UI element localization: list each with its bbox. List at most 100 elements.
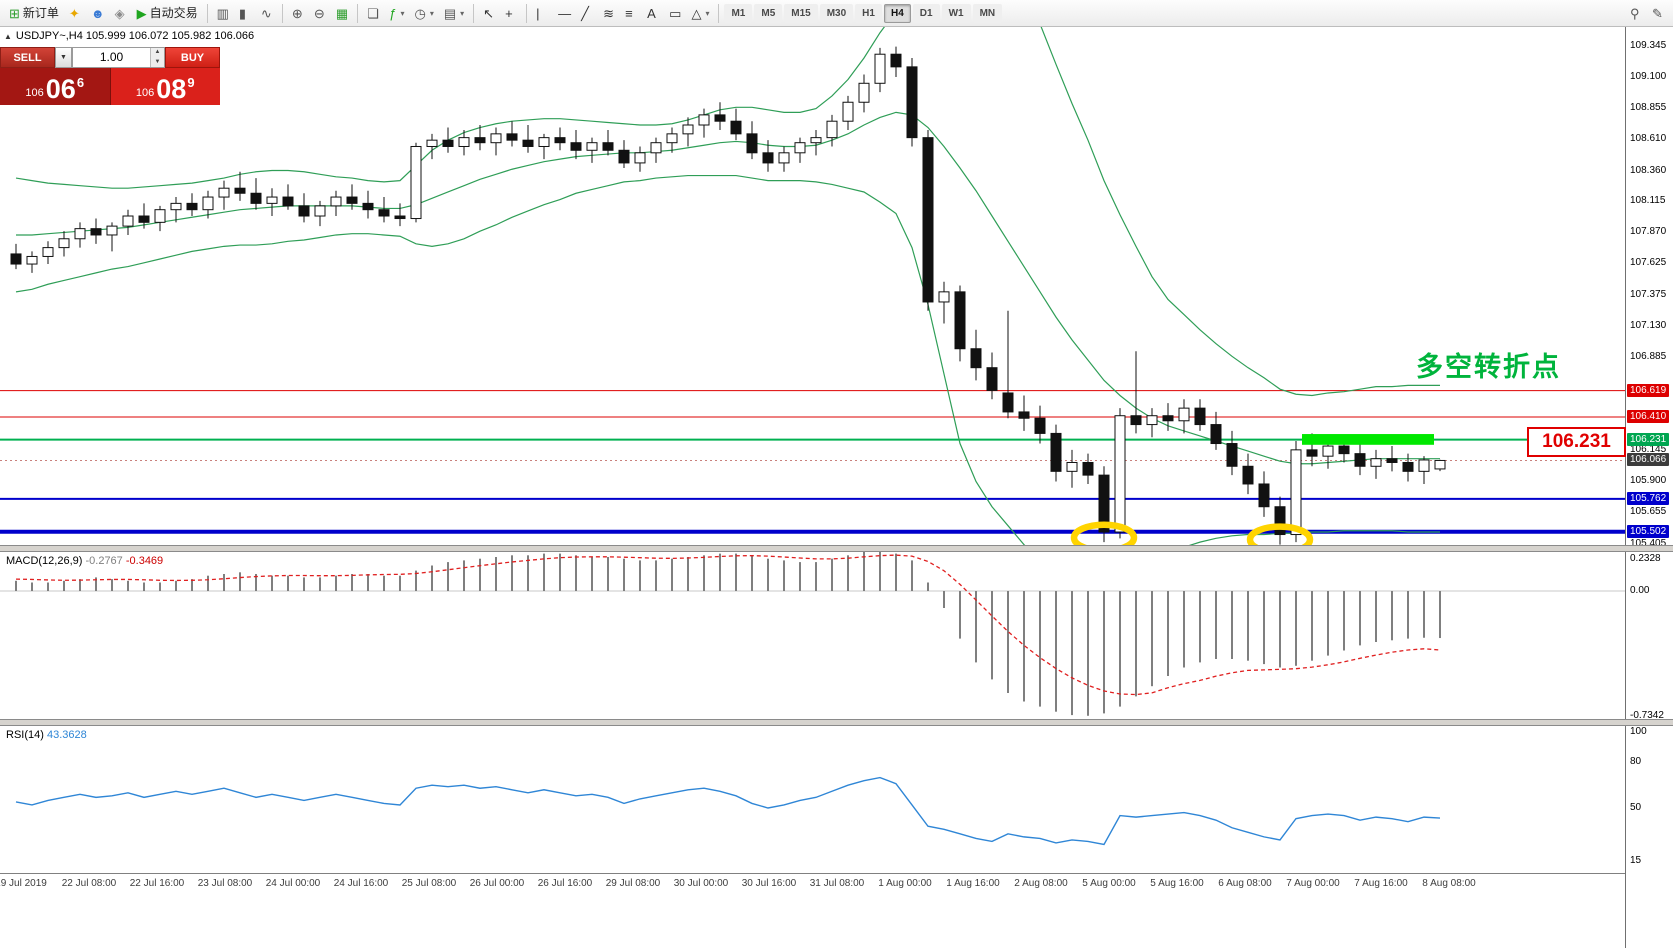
timeframe-w1-button[interactable]: W1	[941, 3, 971, 23]
indicators-button[interactable]: ƒ ▾	[385, 3, 408, 24]
macd-pane-separator[interactable]	[0, 545, 1673, 552]
horizontal-line-button[interactable]: ―	[554, 3, 575, 24]
zoom-in-button[interactable]: ⊕	[288, 3, 308, 24]
volume-value[interactable]: 1.00	[99, 50, 124, 64]
macd-pane[interactable]	[0, 552, 1625, 716]
time-axis-label: 7 Aug 16:00	[1354, 878, 1408, 889]
time-axis-label: 22 Jul 16:00	[129, 878, 185, 889]
sell-button[interactable]: SELL	[0, 47, 55, 68]
text-button[interactable]: A	[643, 3, 663, 24]
axis-tick-label: 107.870	[1630, 226, 1667, 238]
buy-button[interactable]: BUY	[165, 47, 220, 68]
trade-panel-collapse-toggle[interactable]: ▲	[4, 32, 12, 41]
tile-windows-button[interactable]: ❏	[363, 3, 383, 24]
buy-price-prefix: 106	[135, 87, 155, 99]
shapes-button[interactable]: △ ▾	[687, 3, 713, 24]
templates-button[interactable]: ▤ ▾	[440, 3, 468, 24]
news-icon[interactable]: ◈	[111, 3, 131, 24]
bollinger-lower-band	[15, 174, 1440, 545]
line-chart-button[interactable]: ∿	[257, 3, 277, 24]
timeframe-m15-button[interactable]: M15	[784, 3, 818, 23]
spinner-up-icon[interactable]: ▲	[151, 48, 164, 58]
periods-button-dropdown-icon[interactable]: ▾	[429, 8, 434, 18]
rsi-indicator-label: RSI(14) 43.3628	[6, 729, 87, 741]
templates-button-dropdown-icon[interactable]: ▾	[460, 8, 465, 18]
line-chart-glyph: ∿	[260, 5, 272, 21]
community-icon[interactable]: ☻	[87, 3, 109, 24]
timeframe-d1-button[interactable]: D1	[912, 3, 940, 23]
toolbar-divider	[526, 3, 528, 23]
sell-price-main: 06	[45, 74, 76, 104]
bar-chart-button[interactable]: ▥	[213, 3, 233, 24]
ohlc-text: USDJPY~,H4 105.999 106.072 105.982 106.0…	[15, 30, 255, 42]
timeframe-m1-button[interactable]: M1	[724, 3, 753, 23]
rsi-pane-separator[interactable]	[0, 719, 1673, 726]
mql5-market-icon[interactable]: ✦	[65, 3, 85, 24]
axis-tick-label: 107.375	[1630, 289, 1667, 300]
fibonacci-button[interactable]: ≋	[599, 3, 619, 24]
vertical-line-button[interactable]: |	[532, 3, 552, 24]
time-axis-label: 26 Jul 16:00	[537, 878, 593, 889]
candlestick-chart-button[interactable]: ▮	[235, 3, 255, 24]
timeframe-h4-button[interactable]: H4	[883, 3, 911, 23]
zoom-out-button[interactable]: ⊖	[310, 3, 330, 24]
axis-tick-label: 105.900	[1630, 475, 1667, 487]
timeframe-m5-button[interactable]: M5	[754, 3, 783, 23]
new-order-glyph: ⊞	[9, 5, 20, 21]
trendline-button[interactable]: ╱	[577, 3, 597, 24]
axis-price-marker: 106.410	[1627, 409, 1670, 423]
toolbar-divider	[281, 3, 283, 23]
zoom-in-glyph: ⊕	[291, 5, 303, 21]
axis-tick-label: 106.885	[1630, 350, 1667, 362]
crosshair-glyph: +	[505, 5, 513, 21]
time-axis-label: 24 Jul 16:00	[333, 878, 389, 889]
time-axis[interactable]: 19 Jul 2019 22 Jul 08:00 22 Jul 16:00 23 Ju…	[0, 873, 1673, 948]
sell-price-display[interactable]: 106 06 6	[0, 68, 111, 105]
time-axis-label: 8 Aug 08:00	[1422, 878, 1476, 889]
bollinger-upper-band	[15, 27, 1440, 397]
label-glyph: ▭	[669, 5, 682, 21]
new-order-button-label: 新订单	[22, 5, 59, 20]
axis-tick-label: 108.855	[1630, 101, 1667, 113]
bar-chart-glyph: ▥	[216, 5, 229, 21]
new-order-button[interactable]: ⊞ 新订单	[5, 3, 63, 24]
crosshair-button[interactable]: +	[501, 3, 521, 24]
rsi-pane[interactable]	[15, 776, 1441, 846]
volume-field[interactable]: 1.00 ▲ ▼	[72, 47, 165, 68]
label-button[interactable]: ▭	[665, 3, 685, 24]
spinner-down-icon[interactable]: ▼	[151, 57, 164, 67]
bollinger-bands	[15, 27, 1440, 545]
cursor-button[interactable]: ↖	[479, 3, 499, 24]
double-bottom-ellipse	[1070, 521, 1138, 545]
quick-edit-icon[interactable]: ✎	[1648, 3, 1668, 24]
price-axis[interactable]: 109.345 109.100 108.855 108.610 108.360 108.1…	[1625, 27, 1673, 948]
volume-spinner[interactable]: ▲ ▼	[150, 48, 164, 67]
periods-button[interactable]: ◷ ▾	[410, 3, 437, 24]
toolbar-divider	[473, 3, 475, 23]
time-axis-label: 31 Jul 08:00	[809, 878, 865, 889]
shapes-button-dropdown-icon[interactable]: ▾	[705, 8, 710, 18]
grid-button[interactable]: ▦	[332, 3, 352, 24]
zoom-out-glyph: ⊖	[313, 5, 325, 21]
search-icon[interactable]: ⚲	[1626, 3, 1646, 24]
timeframe-h1-button[interactable]: H1	[855, 3, 882, 23]
indicators-button-dropdown-icon[interactable]: ▾	[400, 8, 405, 18]
templates-glyph: ▤	[443, 5, 457, 21]
axis-price-marker: 106.231	[1627, 432, 1670, 446]
auto-trading-button[interactable]: ▶ 自动交易	[133, 3, 202, 24]
buy-price-display[interactable]: 106 08 9	[110, 68, 220, 105]
volume-dropdown[interactable]: ▼	[55, 47, 72, 68]
sell-price-pip: 6	[76, 75, 85, 90]
timeframe-m30-button[interactable]: M30	[819, 3, 854, 23]
axis-price-marker: 105.762	[1627, 491, 1670, 505]
price-pane[interactable]	[0, 0, 1625, 580]
toolbar-divider	[206, 3, 208, 23]
axis-tick-label: 0.00	[1630, 585, 1650, 596]
horizontal-line-glyph: ―	[558, 5, 572, 21]
timeframe-mn-button[interactable]: MN	[972, 3, 1003, 23]
equidistant-channel-button[interactable]: ≡	[621, 3, 641, 24]
auto-trading-glyph: ▶	[136, 5, 147, 21]
time-axis-label: 6 Aug 08:00	[1218, 878, 1272, 889]
axis-tick-label: 105.655	[1630, 506, 1667, 518]
